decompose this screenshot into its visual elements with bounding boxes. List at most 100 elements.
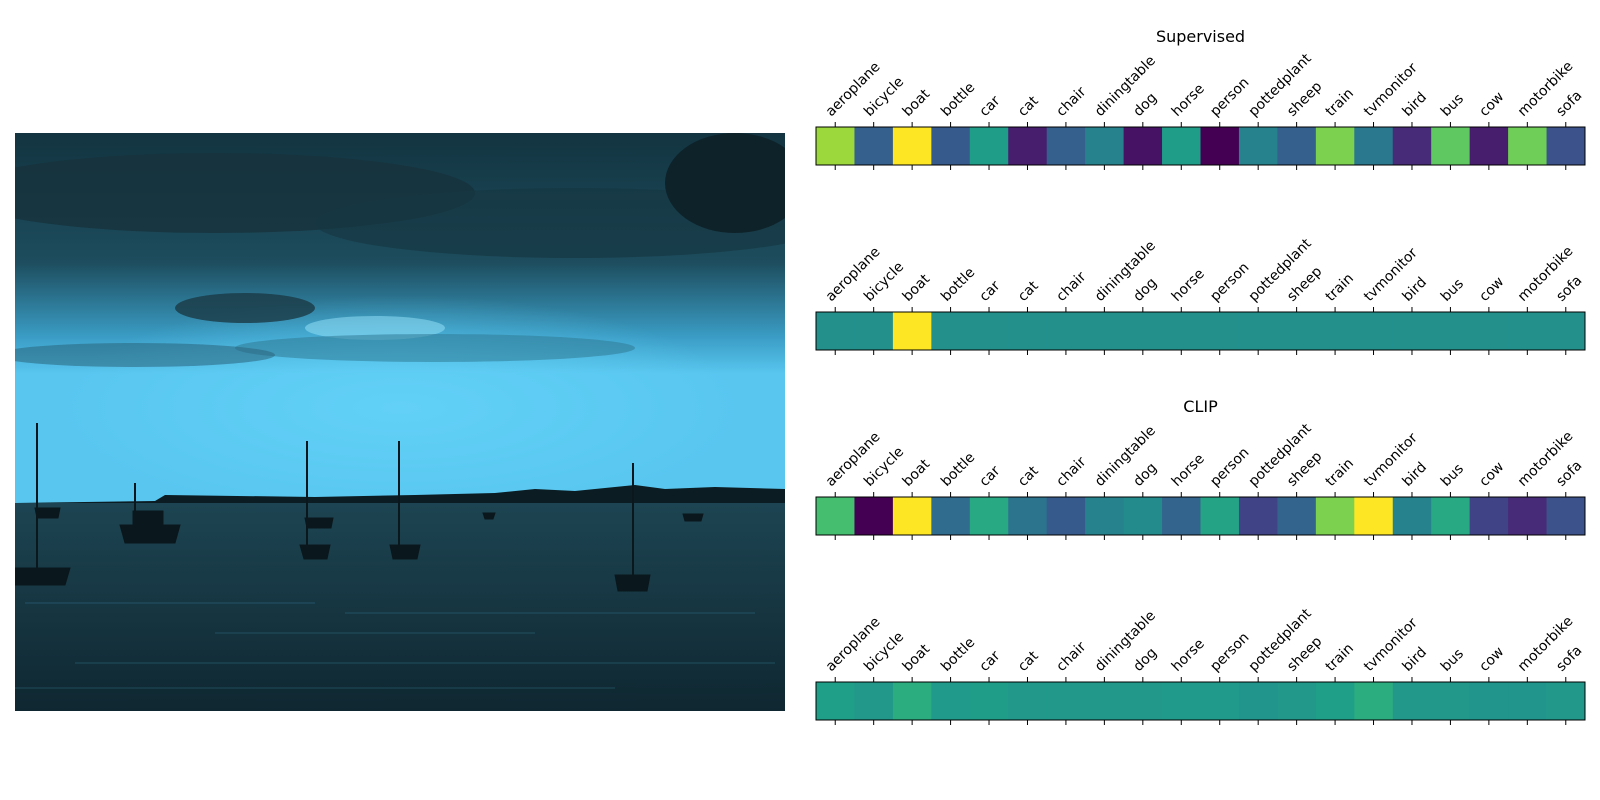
heatmap-cell-tvmonitor (1354, 682, 1394, 720)
tick-label-train: train (1323, 85, 1357, 119)
heatmap-cell-sheep (1277, 312, 1317, 350)
heatmap-cell-aeroplane (816, 682, 855, 720)
heatmap-cell-tvmonitor (1354, 127, 1394, 165)
tick-label-person: person (1207, 260, 1252, 305)
panel-title: CLIP (1183, 397, 1218, 416)
heatmap-cell-cat (1008, 682, 1048, 720)
heatmap-cell-bicycle (854, 497, 894, 535)
tick-label-bus: bus (1438, 276, 1467, 305)
tick-label-bottle: bottle (938, 265, 978, 305)
tick-label-dog: dog (1130, 460, 1160, 490)
heatmap-cell-sofa (1546, 682, 1586, 720)
heatmap-cell-dog (1123, 312, 1163, 350)
tick-label-bus: bus (1438, 461, 1467, 490)
heatmap-cell-tvmonitor (1354, 312, 1394, 350)
heatmap-cell-horse (1162, 127, 1201, 165)
tick-label-cat: cat (1015, 648, 1042, 675)
heatmap-cell-bird (1392, 682, 1432, 720)
tick-label-chair: chair (1053, 454, 1089, 490)
heatmap-cell-car (969, 497, 1009, 535)
heatmap-cell-bus (1431, 127, 1471, 165)
tick-label-boat: boat (900, 271, 934, 305)
tick-label-train: train (1323, 270, 1357, 304)
heatmap-cell-pottedplant (1238, 497, 1278, 535)
heatmap-cell-bird (1392, 127, 1432, 165)
heatmap-cell-train (1315, 312, 1355, 350)
heatmap-cell-aeroplane (816, 127, 855, 165)
heatmap-cell-sheep (1277, 497, 1317, 535)
heatmap-cell-bird (1392, 497, 1432, 535)
tick-label-train: train (1323, 455, 1357, 489)
tick-label-chair: chair (1053, 269, 1089, 305)
heatmap-cell-dog (1123, 127, 1163, 165)
heatmap-cell-pottedplant (1238, 312, 1278, 350)
tick-label-bird: bird (1399, 89, 1430, 120)
heatmap-cell-bicycle (854, 312, 894, 350)
heatmap-frame (815, 496, 1586, 536)
heatmap-cell-cow (1469, 682, 1509, 720)
heatmap-cell-sheep (1277, 682, 1317, 720)
heatmap-cell-chair (1046, 682, 1086, 720)
heatmap-cell-bus (1431, 682, 1471, 720)
tick-label-person: person (1207, 445, 1252, 490)
tick-label-horse: horse (1169, 81, 1208, 120)
tick-label-cow: cow (1476, 459, 1507, 490)
heatmap-cell-person (1200, 127, 1240, 165)
heatmap-frame (815, 681, 1586, 721)
tick-label-car: car (977, 463, 1004, 490)
heatmap-cell-sofa (1546, 127, 1586, 165)
tick-label-sofa: sofa (1553, 273, 1585, 305)
tick-label-cat: cat (1015, 93, 1042, 120)
heatmap-cell-diningtable (1085, 312, 1124, 350)
tick-label-cow: cow (1476, 644, 1507, 675)
heatmap-cell-motorbike (1508, 312, 1547, 350)
harbor-photo-icon (15, 133, 785, 711)
tick-label-horse: horse (1169, 266, 1208, 305)
tick-label-bird: bird (1399, 274, 1430, 305)
tick-label-boat: boat (900, 86, 934, 120)
heatmap-cell-motorbike (1508, 127, 1547, 165)
tick-label-chair: chair (1053, 639, 1089, 675)
heatmap-cell-sofa (1546, 312, 1586, 350)
heatmap-cell-aeroplane (816, 312, 855, 350)
heatmap-cell-person (1200, 497, 1240, 535)
heatmap-cell-train (1315, 497, 1355, 535)
tick-label-dog: dog (1130, 275, 1160, 305)
heatmap-cell-pottedplant (1238, 682, 1278, 720)
heatmap-cell-bottle (931, 682, 971, 720)
heatmap-cell-cat (1008, 312, 1048, 350)
heatmap-cell-cow (1469, 312, 1509, 350)
heatmap-cell-boat (892, 682, 932, 720)
tick-label-bird: bird (1399, 459, 1430, 490)
heatmap-cell-car (969, 127, 1009, 165)
heatmap-cell-diningtable (1085, 682, 1124, 720)
tick-label-boat: boat (900, 641, 934, 675)
tick-label-sofa: sofa (1553, 458, 1585, 490)
heatmap-cell-bus (1431, 312, 1471, 350)
heatmap-cell-person (1200, 312, 1240, 350)
heatmap-cell-motorbike (1508, 682, 1547, 720)
tick-label-dog: dog (1130, 90, 1160, 120)
tick-label-bottle: bottle (938, 80, 978, 120)
heatmap-cell-cow (1469, 127, 1509, 165)
heatmap-cell-horse (1162, 682, 1201, 720)
tick-label-bus: bus (1438, 646, 1467, 675)
tick-label-chair: chair (1053, 84, 1089, 120)
heatmap-cell-diningtable (1085, 497, 1124, 535)
heatmap-cell-chair (1046, 127, 1086, 165)
heatmap-cell-boat (892, 127, 932, 165)
tick-label-person: person (1207, 75, 1252, 120)
heatmap-cell-bottle (931, 312, 971, 350)
heatmap-cell-train (1315, 682, 1355, 720)
heatmap-cell-bus (1431, 497, 1471, 535)
tick-label-cow: cow (1476, 89, 1507, 120)
heatmap-cell-cat (1008, 127, 1048, 165)
heatmap-cell-chair (1046, 497, 1086, 535)
tick-label-sofa: sofa (1553, 88, 1585, 120)
tick-label-cow: cow (1476, 274, 1507, 305)
heatmap-cell-horse (1162, 312, 1201, 350)
tick-label-dog: dog (1130, 645, 1160, 675)
heatmap-cell-pottedplant (1238, 127, 1278, 165)
